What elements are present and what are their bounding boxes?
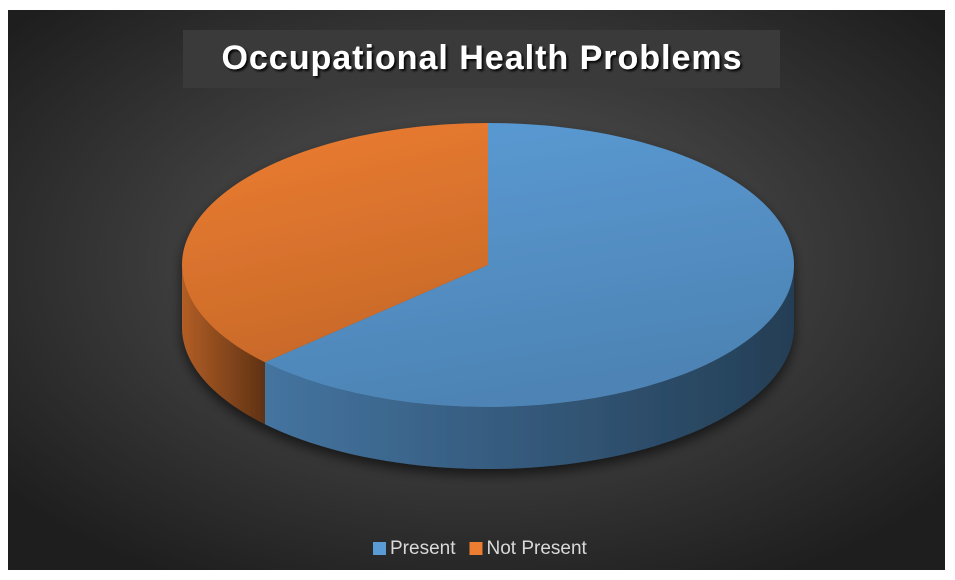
slice-side	[264, 265, 794, 469]
legend-swatch	[373, 542, 386, 555]
legend-label: Present	[390, 538, 456, 559]
legend-label: Not Present	[486, 538, 587, 559]
pie	[181, 123, 794, 469]
legend: Present Not Present	[373, 538, 588, 559]
chart-title: Occupational Health Problems	[221, 39, 742, 77]
slice	[264, 123, 794, 407]
legend-swatch	[469, 542, 483, 555]
title-box	[183, 30, 780, 88]
slice	[181, 123, 488, 363]
slice-side	[182, 265, 265, 425]
